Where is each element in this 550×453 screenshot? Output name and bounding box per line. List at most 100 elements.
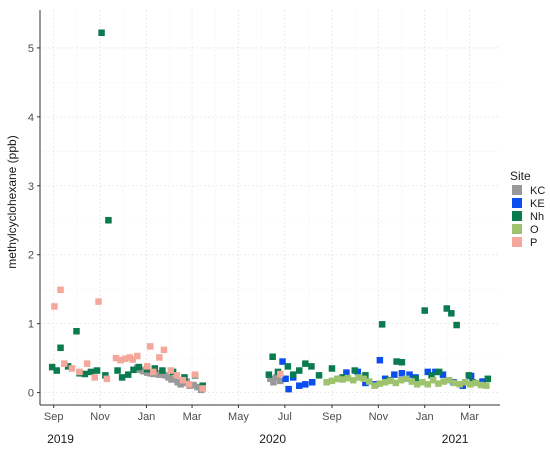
x-tick-label: Mar bbox=[183, 411, 202, 423]
legend-swatch bbox=[512, 185, 522, 195]
data-point bbox=[378, 321, 386, 328]
data-point bbox=[453, 321, 460, 329]
data-point bbox=[376, 356, 384, 364]
data-point bbox=[284, 363, 292, 370]
data-point bbox=[190, 381, 197, 389]
data-point bbox=[265, 371, 273, 378]
legend-label: KE bbox=[530, 198, 545, 210]
y-tick-label: 4 bbox=[28, 112, 34, 124]
data-point bbox=[398, 370, 406, 377]
y-axis-title: methylcyclohexane (ppb) bbox=[5, 135, 19, 268]
data-point bbox=[334, 375, 341, 383]
data-point bbox=[448, 310, 455, 317]
data-point bbox=[440, 378, 447, 385]
data-point bbox=[445, 376, 453, 384]
data-point bbox=[483, 382, 490, 389]
data-point bbox=[339, 376, 346, 383]
data-point bbox=[121, 355, 129, 363]
data-point bbox=[371, 382, 378, 389]
data-point bbox=[68, 365, 76, 372]
data-point bbox=[376, 380, 384, 387]
data-point bbox=[64, 363, 72, 370]
data-point bbox=[61, 360, 68, 367]
data-point bbox=[269, 353, 276, 360]
data-point bbox=[350, 376, 357, 384]
data-point bbox=[105, 217, 112, 224]
data-point bbox=[439, 371, 447, 378]
data-point bbox=[428, 372, 435, 379]
data-point bbox=[412, 375, 419, 383]
data-point bbox=[392, 379, 400, 387]
year-label: 2020 bbox=[259, 432, 286, 446]
data-point bbox=[435, 380, 442, 387]
data-point bbox=[365, 378, 373, 385]
data-point bbox=[267, 375, 274, 383]
data-point bbox=[465, 372, 473, 379]
x-tick-label: Jan bbox=[138, 411, 156, 423]
legend-label: P bbox=[530, 237, 537, 249]
data-point bbox=[282, 375, 289, 383]
data-point bbox=[435, 368, 443, 376]
data-point bbox=[296, 367, 303, 374]
data-point bbox=[406, 371, 413, 378]
data-point bbox=[57, 344, 64, 352]
y-tick-label: 5 bbox=[28, 43, 34, 55]
data-point bbox=[403, 375, 410, 383]
data-point bbox=[118, 374, 126, 381]
data-point bbox=[451, 379, 458, 387]
data-point bbox=[424, 368, 432, 376]
data-point bbox=[308, 363, 315, 370]
data-point bbox=[328, 365, 336, 372]
data-point bbox=[398, 359, 406, 366]
data-point bbox=[156, 354, 163, 361]
data-point bbox=[112, 354, 120, 362]
data-point bbox=[381, 375, 389, 383]
x-tick-label: Mar bbox=[460, 411, 479, 423]
data-point bbox=[456, 381, 463, 388]
data-point bbox=[461, 379, 469, 386]
data-point bbox=[296, 382, 303, 389]
data-point bbox=[194, 383, 201, 391]
data-point bbox=[424, 381, 432, 388]
data-point bbox=[191, 371, 199, 378]
x-tick-label: Sep bbox=[322, 411, 342, 423]
data-point bbox=[484, 375, 492, 383]
x-tick-label: Nov bbox=[369, 411, 389, 423]
data-point bbox=[302, 381, 309, 388]
year-label: 2021 bbox=[442, 432, 469, 446]
data-point bbox=[95, 298, 102, 305]
data-point bbox=[185, 381, 193, 388]
data-point bbox=[429, 376, 437, 384]
data-point bbox=[419, 379, 426, 386]
data-point bbox=[472, 379, 479, 387]
data-point bbox=[477, 381, 485, 389]
data-point bbox=[171, 375, 178, 383]
data-point bbox=[397, 376, 405, 384]
data-point bbox=[140, 367, 147, 375]
data-point bbox=[328, 377, 336, 385]
data-points bbox=[48, 29, 492, 394]
data-point bbox=[160, 346, 168, 354]
legend-swatch bbox=[512, 211, 522, 221]
data-point bbox=[393, 358, 400, 365]
data-point bbox=[83, 360, 91, 367]
tick-labels: 0 1 2 3 4 5 Sep Nov Jan Mar May Jul Sep Nov Jan Mar 2019… bbox=[28, 43, 480, 446]
data-point bbox=[81, 370, 89, 378]
data-point bbox=[117, 356, 124, 364]
data-point bbox=[135, 363, 143, 371]
data-point bbox=[91, 374, 98, 381]
x-tick-label: Sep bbox=[44, 411, 64, 423]
data-point bbox=[76, 368, 83, 376]
data-point bbox=[199, 385, 206, 392]
data-point bbox=[279, 358, 286, 365]
series-p bbox=[51, 286, 284, 392]
data-point bbox=[143, 363, 151, 370]
data-point bbox=[308, 379, 316, 386]
legend-label: O bbox=[530, 224, 539, 236]
data-point bbox=[479, 378, 486, 385]
data-point bbox=[408, 378, 416, 385]
data-point bbox=[173, 372, 181, 379]
data-point bbox=[362, 379, 369, 387]
